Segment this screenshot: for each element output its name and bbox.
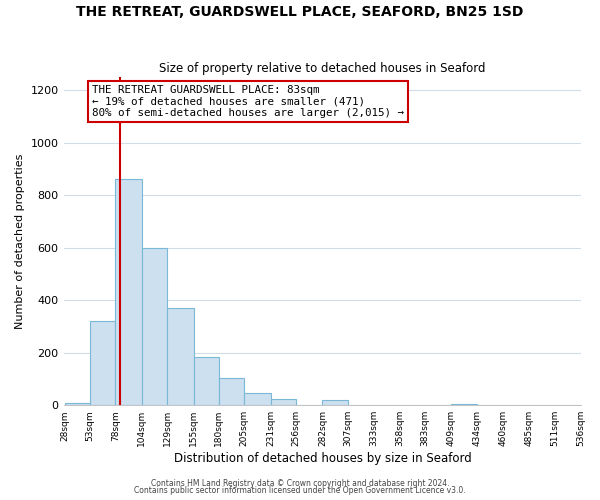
Bar: [244, 392, 271, 405]
Title: Size of property relative to detached houses in Seaford: Size of property relative to detached ho…: [159, 62, 486, 74]
Y-axis label: Number of detached properties: Number of detached properties: [15, 154, 25, 329]
Bar: [194, 356, 219, 405]
Bar: [322, 400, 348, 405]
Bar: [90, 321, 115, 405]
Text: THE RETREAT, GUARDSWELL PLACE, SEAFORD, BN25 1SD: THE RETREAT, GUARDSWELL PLACE, SEAFORD, …: [76, 5, 524, 19]
Bar: [271, 400, 296, 405]
Bar: [219, 378, 244, 405]
Bar: [115, 180, 142, 405]
X-axis label: Distribution of detached houses by size in Seaford: Distribution of detached houses by size …: [173, 452, 472, 465]
Text: Contains HM Land Registry data © Crown copyright and database right 2024.: Contains HM Land Registry data © Crown c…: [151, 478, 449, 488]
Text: THE RETREAT GUARDSWELL PLACE: 83sqm
← 19% of detached houses are smaller (471)
8: THE RETREAT GUARDSWELL PLACE: 83sqm ← 19…: [92, 86, 404, 118]
Bar: [142, 248, 167, 405]
Bar: [451, 404, 477, 405]
Text: Contains public sector information licensed under the Open Government Licence v3: Contains public sector information licen…: [134, 486, 466, 495]
Bar: [167, 308, 194, 405]
Bar: [65, 402, 90, 405]
